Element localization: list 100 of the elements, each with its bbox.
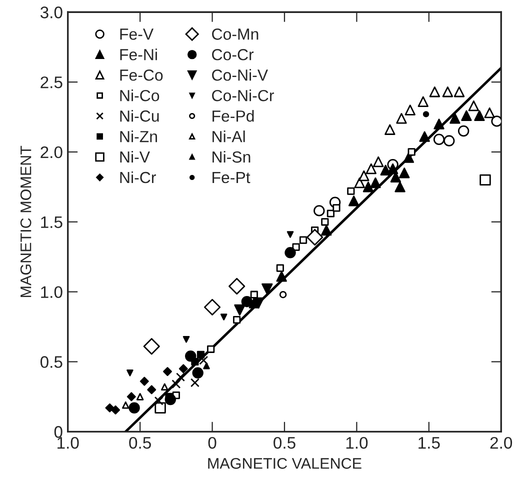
point: [122, 401, 130, 409]
point: [321, 224, 332, 236]
point: [241, 296, 253, 308]
point: [461, 110, 472, 121]
point: [370, 177, 381, 188]
legend-label: Ni-Cu: [120, 110, 159, 122]
x-tick-label: 0.5: [274, 436, 296, 449]
legend-label: Ni-Cr: [120, 171, 156, 184]
point: [387, 163, 398, 174]
point: [358, 170, 370, 182]
point: [474, 110, 485, 121]
point: [220, 314, 228, 320]
point: [434, 118, 444, 130]
point: [207, 345, 215, 353]
point: [136, 393, 144, 400]
x-tick-label: 1.0: [58, 436, 79, 449]
point: [126, 392, 136, 402]
point: [192, 367, 204, 379]
point: [321, 218, 329, 226]
x-tick-label: 0: [208, 436, 216, 449]
point: [373, 156, 384, 168]
point: [394, 182, 406, 192]
point: [403, 152, 414, 163]
x-tick-label: 1.5: [418, 437, 440, 449]
point: [185, 350, 196, 362]
legend-label: Fe-Pt: [212, 172, 250, 184]
point: [326, 210, 335, 218]
legend-label: Co-Mn: [212, 28, 258, 40]
legend-label: Ni-Zn: [120, 130, 157, 142]
legend-label: Ni-Al: [212, 130, 245, 142]
point: [199, 356, 208, 365]
point: [348, 196, 360, 206]
legend-label: Ni-Sn: [212, 150, 250, 163]
point: [384, 124, 396, 135]
point: [362, 182, 374, 192]
x-tick-label: 1.0: [346, 436, 368, 449]
point: [111, 405, 120, 414]
point: [396, 113, 407, 124]
point: [408, 148, 416, 156]
point: [164, 394, 176, 406]
point: [454, 86, 465, 98]
point: [154, 402, 166, 414]
point: [468, 100, 480, 112]
point: [204, 298, 221, 316]
point: [147, 385, 156, 394]
point: [444, 135, 455, 146]
point: [250, 290, 258, 298]
point: [128, 402, 140, 414]
point: [480, 174, 491, 186]
y-axis-title: MAGNETIC MOMENT: [20, 146, 32, 298]
x-axis-title: MAGNETIC VALENCE: [208, 458, 362, 469]
point: [299, 236, 308, 244]
legend-label: Fe-Ni: [120, 48, 157, 60]
point: [176, 372, 186, 382]
y-tick-label: 3.0: [40, 6, 62, 18]
legend-label: Ni-Co: [120, 90, 160, 102]
point: [190, 378, 200, 388]
point: [279, 290, 287, 298]
point: [286, 231, 294, 238]
legend-label: Ni-V: [120, 150, 150, 163]
point: [160, 383, 168, 391]
point: [234, 304, 246, 316]
point: [450, 113, 460, 124]
point: [380, 164, 391, 176]
point: [178, 364, 188, 374]
point: [404, 104, 416, 116]
y-tick-label: 0: [54, 426, 62, 438]
point: [126, 370, 134, 376]
point: [458, 125, 470, 137]
point: [182, 336, 190, 343]
legend-label: Fe-Pd: [212, 110, 254, 122]
point: [284, 247, 296, 258]
point: [203, 362, 210, 370]
point: [433, 134, 445, 145]
y-tick-label: 1.0: [41, 286, 62, 298]
point: [262, 283, 273, 295]
y-tick-label: 1.5: [41, 216, 62, 228]
point: [418, 96, 428, 107]
point: [276, 271, 287, 282]
point: [292, 243, 300, 251]
point: [366, 163, 376, 174]
point: [233, 316, 241, 324]
legend-label: Co-Cr: [212, 49, 254, 60]
point: [228, 278, 246, 295]
y-tick-label: 2.0: [40, 146, 62, 158]
point: [491, 116, 502, 127]
legend-label: Co-Ni-V: [212, 69, 268, 81]
point: [419, 131, 430, 142]
point: [306, 228, 324, 246]
point: [314, 205, 325, 216]
point: [143, 338, 160, 355]
x-tick-label: 0.5: [129, 436, 151, 449]
point: [484, 107, 495, 118]
point: [196, 350, 205, 359]
point: [163, 367, 172, 376]
point: [347, 187, 355, 195]
point: [172, 380, 181, 389]
legend-label: Fe-Co: [120, 69, 163, 81]
point: [105, 403, 114, 412]
point: [332, 204, 340, 212]
